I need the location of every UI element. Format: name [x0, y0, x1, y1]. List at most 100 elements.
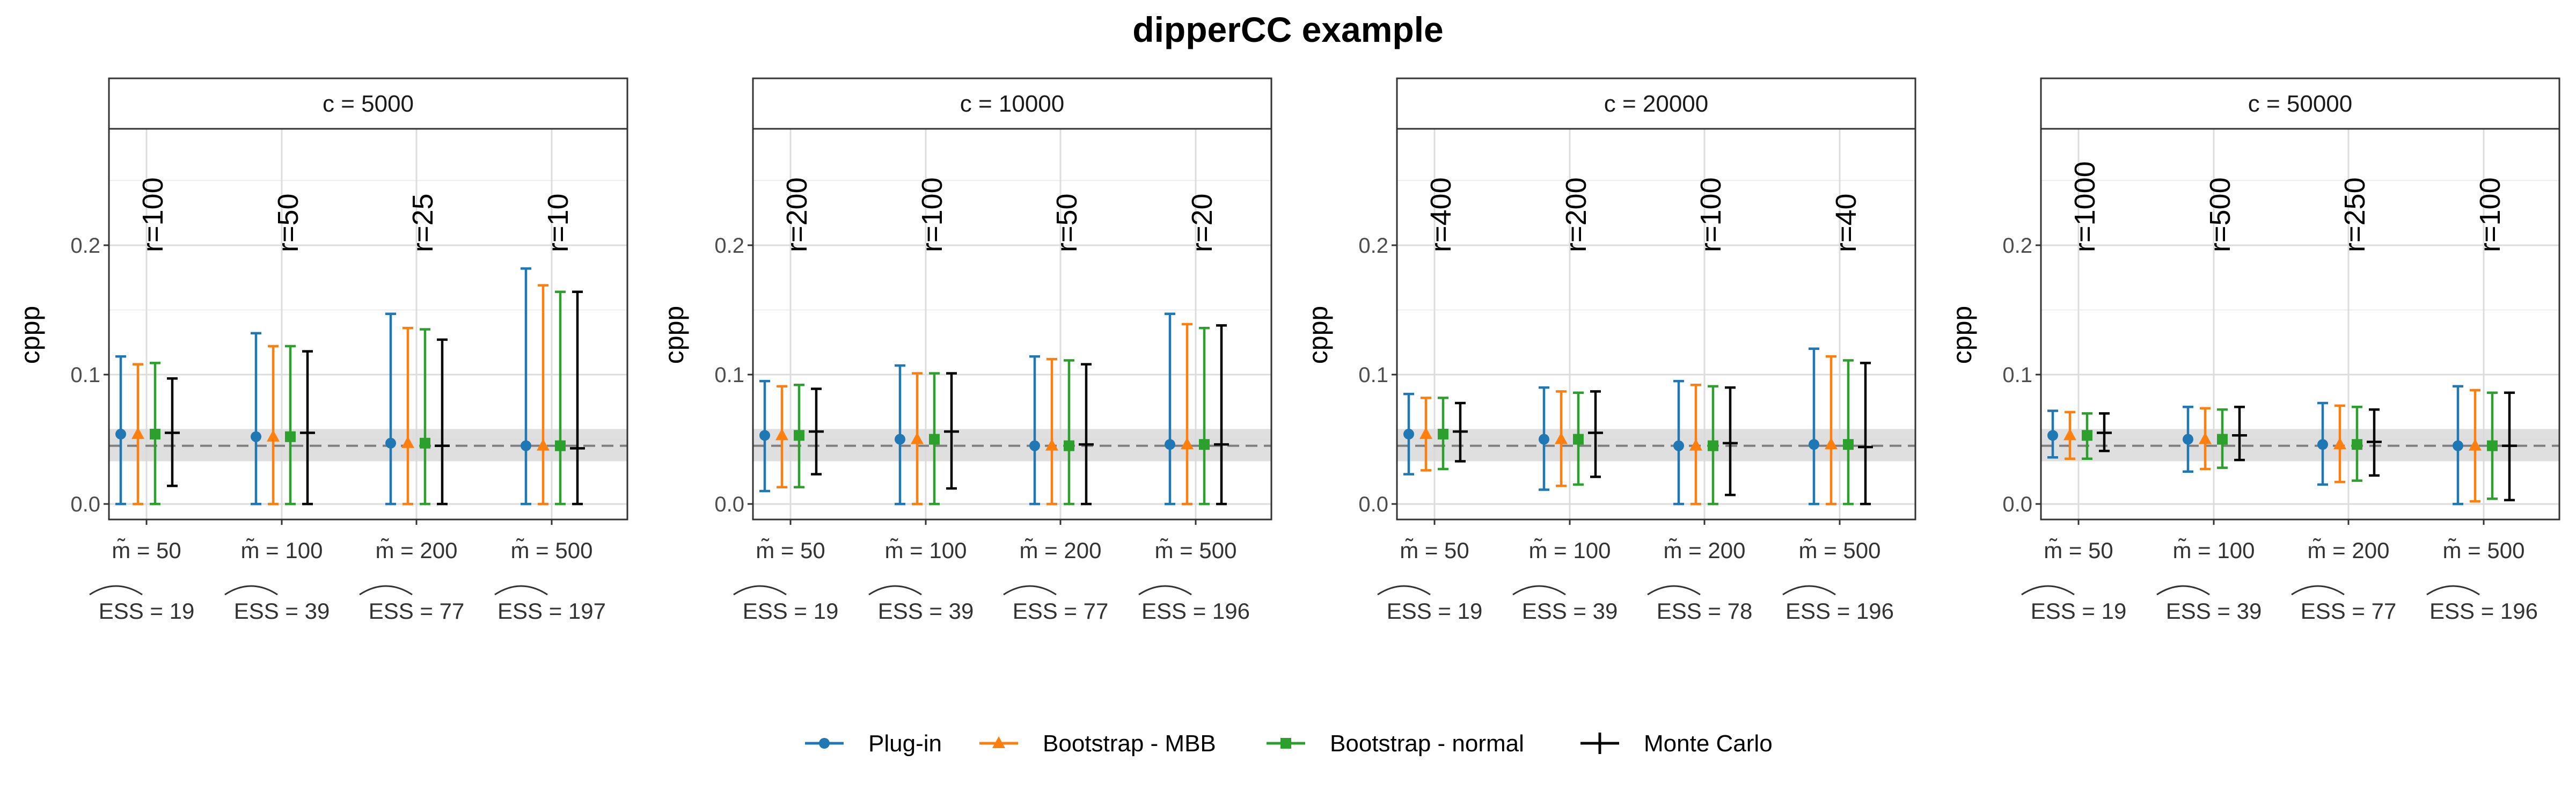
point-marker: [285, 431, 296, 442]
point-marker: [2453, 440, 2463, 451]
errorbar-monte-carlo: [1588, 390, 1603, 478]
errorbar-bootstrap-normal: [150, 362, 160, 506]
errorbar-bootstrap-mbb: [401, 326, 414, 506]
errorbar-bootstrap-mbb: [267, 345, 280, 506]
errorbar-plug-in: [1165, 312, 1175, 506]
facet-panels: r=100 m̃ = 50 ESS = 19 r=50 m̃ = 100 ESS = 39…: [15, 77, 2560, 624]
replicate-label: r=1000: [2069, 161, 2101, 252]
errorbar-bootstrap-normal: [1199, 326, 1210, 506]
ess-label: ESS = 78: [1657, 598, 1753, 624]
ess-label: ESS = 19: [743, 598, 839, 624]
replicate-label: r=25: [407, 193, 439, 252]
facet-strip: [752, 77, 1272, 130]
errorbar-bootstrap-normal: [1843, 359, 1854, 506]
point-marker: [1403, 428, 1414, 440]
errorbar-bootstrap-mbb: [2469, 389, 2482, 503]
errorbar-plug-in: [1403, 392, 1414, 475]
point-marker: [1438, 428, 1448, 440]
point-marker: [1419, 427, 1432, 439]
errorbar-bootstrap-normal: [2217, 408, 2228, 469]
ess-hat-accent: [224, 585, 278, 596]
legend-key-marker: [819, 738, 830, 749]
point-marker: [537, 438, 550, 451]
errorbar-monte-carlo: [2367, 408, 2382, 477]
ess-label: ESS = 196: [2429, 598, 2538, 624]
errorbar-bootstrap-normal: [2082, 412, 2092, 460]
ess-hat-accent: [1512, 585, 1566, 596]
point-marker: [1064, 440, 1074, 451]
x-tick-label: m̃ = 100: [241, 538, 323, 563]
y-tick-label: 0.2: [714, 234, 744, 258]
point-marker: [150, 428, 160, 440]
replicate-label: r=50: [1051, 193, 1083, 252]
point-marker: [2487, 440, 2498, 451]
point-marker: [1689, 438, 1702, 451]
point-marker: [775, 428, 788, 441]
point-marker: [1045, 438, 1058, 451]
x-tick-label: m̃ = 100: [1529, 538, 1611, 563]
errorbar-bootstrap-mbb: [537, 284, 550, 506]
ess-label: ESS = 196: [1141, 598, 1250, 624]
facet-strip-label: c = 10000: [960, 91, 1065, 117]
errorbar-bootstrap-mbb: [131, 363, 144, 506]
ess-label: ESS = 77: [369, 598, 465, 624]
point-marker: [2333, 437, 2346, 450]
point-marker: [521, 440, 531, 451]
errorbar-bootstrap-normal: [1064, 359, 1074, 506]
facet-panel-4: r=1000 m̃ = 50 ESS = 19 r=500 m̃ = 100 ESS = …: [1947, 77, 2560, 624]
legend-label: Bootstrap - MBB: [1043, 730, 1216, 757]
facet-panel-2: r=200 m̃ = 50 ESS = 19 r=100 m̃ = 100 ESS = 3…: [659, 77, 1272, 624]
y-axis-title: cppp: [15, 306, 45, 364]
errorbar-monte-carlo: [2232, 406, 2247, 462]
point-marker: [2199, 432, 2212, 444]
legend-key-marker: [992, 736, 1005, 748]
replicate-label: r=10: [542, 193, 574, 252]
replicate-label: r=20: [1186, 193, 1218, 252]
ess-hat-accent: [1782, 585, 1836, 596]
errorbar-bootstrap-mbb: [1045, 357, 1058, 506]
ess-hat-accent: [1377, 585, 1431, 596]
errorbar-plug-in: [2453, 385, 2463, 506]
chart-title: dipperCC example: [1132, 10, 1444, 49]
ess-hat-accent: [1138, 585, 1192, 596]
y-axis-title: cppp: [1303, 306, 1333, 364]
replicate-label: r=100: [916, 177, 948, 252]
errorbar-plug-in: [759, 379, 770, 493]
replicate-label: r=40: [1830, 193, 1862, 252]
replicate-label: r=100: [2474, 177, 2506, 252]
legend-item: Bootstrap - normal: [1267, 730, 1524, 757]
errorbar-plug-in: [2047, 409, 2058, 459]
ess-hat-accent: [2021, 585, 2075, 596]
errorbar-plug-in: [521, 267, 531, 506]
x-tick-label: m̃ = 200: [376, 538, 458, 563]
ess-hat-accent: [494, 585, 548, 596]
errorbar-bootstrap-mbb: [2199, 407, 2212, 471]
y-tick-label: 0.2: [1358, 234, 1388, 258]
errorbar-bootstrap-mbb: [911, 372, 924, 506]
errorbar-bootstrap-normal: [929, 372, 940, 506]
errorbar-plug-in: [1539, 386, 1549, 491]
errorbar-bootstrap-mbb: [1689, 384, 1702, 506]
ess-label: ESS = 19: [1387, 598, 1483, 624]
point-marker: [1573, 434, 1584, 445]
point-marker: [131, 427, 144, 439]
errorbar-monte-carlo: [165, 377, 180, 487]
ess-label: ESS = 39: [234, 598, 330, 624]
y-tick-label: 0.1: [1358, 363, 1388, 387]
point-marker: [267, 429, 280, 442]
errorbar-monte-carlo: [944, 372, 959, 490]
errorbar-monte-carlo: [1214, 324, 1229, 506]
errorbar-monte-carlo: [300, 350, 315, 506]
ess-label: ESS = 197: [497, 598, 606, 624]
x-tick-label: m̃ = 500: [1155, 538, 1237, 563]
errorbar-plug-in: [2183, 406, 2193, 473]
ess-hat-accent: [2426, 585, 2480, 596]
y-tick-label: 0.1: [2002, 363, 2032, 387]
facet-panel-1: r=100 m̃ = 50 ESS = 19 r=50 m̃ = 100 ESS = 39…: [15, 77, 628, 624]
replicate-label: r=500: [2204, 177, 2236, 252]
legend-item: Monte Carlo: [1580, 730, 1773, 757]
x-tick-label: m̃ = 500: [511, 538, 593, 563]
facet-strip-label: c = 50000: [2248, 91, 2353, 117]
point-marker: [794, 430, 804, 441]
